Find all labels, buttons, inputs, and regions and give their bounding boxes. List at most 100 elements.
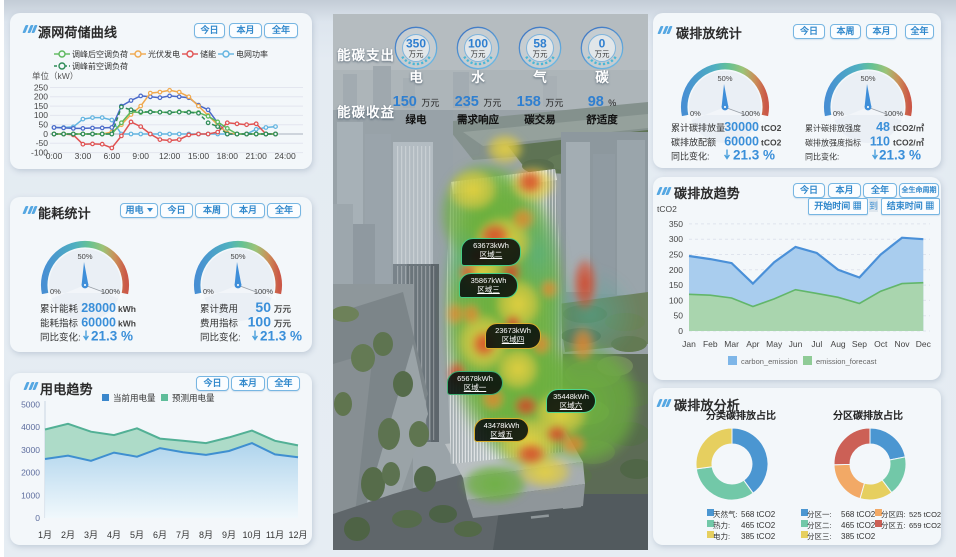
svg-text:350: 350	[669, 219, 683, 229]
svg-text:6:00: 6:00	[104, 151, 121, 161]
svg-text:万元: 万元	[273, 319, 292, 329]
svg-text:-100: -100	[31, 147, 48, 157]
svg-text:热力:: 热力:	[713, 520, 730, 530]
svg-text:350: 350	[406, 37, 426, 51]
svg-text:11月: 11月	[266, 530, 284, 540]
svg-text:659 tCO2: 659 tCO2	[909, 521, 941, 530]
svg-text:568 tCO2: 568 tCO2	[741, 510, 776, 519]
svg-text:电力:: 电力:	[713, 531, 730, 541]
svg-text:同比变化:: 同比变化:	[671, 151, 710, 162]
svg-text:-50: -50	[36, 138, 49, 148]
svg-text:10月: 10月	[242, 530, 261, 540]
svg-text:0: 0	[35, 513, 40, 523]
svg-text:150: 150	[34, 101, 48, 111]
svg-text:200: 200	[669, 265, 683, 275]
svg-text:同比变化:: 同比变化:	[40, 332, 81, 344]
svg-text:568 tCO2: 568 tCO2	[841, 510, 876, 519]
svg-text:50: 50	[39, 120, 49, 130]
svg-text:100%: 100%	[741, 109, 761, 118]
svg-text:0%: 0%	[833, 109, 844, 118]
svg-text:Aug: Aug	[831, 339, 846, 349]
svg-text:当前用电量: 当前用电量	[113, 393, 156, 403]
svg-text:调峰前空调负荷: 调峰前空调负荷	[72, 61, 128, 71]
svg-text:Apr: Apr	[746, 339, 759, 349]
svg-text:Jul: Jul	[811, 339, 822, 349]
svg-text:分区碳排放占比: 分区碳排放占比	[833, 409, 903, 422]
svg-text:150: 150	[669, 280, 683, 290]
svg-text:tCO2/㎡: tCO2/㎡	[893, 123, 925, 133]
svg-text:Nov: Nov	[894, 339, 910, 349]
svg-text:110: 110	[870, 135, 890, 149]
svg-text:50%: 50%	[230, 252, 245, 261]
svg-text:万元: 万元	[595, 50, 610, 59]
svg-text:储能: 储能	[200, 49, 216, 59]
svg-text:同比变化:: 同比变化:	[805, 152, 839, 162]
svg-text:2月: 2月	[61, 530, 75, 540]
svg-text:21.3 %: 21.3 %	[260, 329, 302, 344]
svg-text:18:00: 18:00	[217, 151, 239, 161]
svg-text:费用指标: 费用指标	[200, 318, 239, 330]
svg-text:emission_forecast: emission_forecast	[816, 357, 877, 366]
svg-text:Mar: Mar	[724, 339, 739, 349]
svg-text:累计能耗: 累计能耗	[40, 303, 79, 315]
svg-text:4000: 4000	[21, 422, 40, 432]
svg-text:万元: 万元	[273, 304, 292, 314]
svg-text:48: 48	[876, 120, 890, 134]
svg-text:21.3 %: 21.3 %	[733, 148, 775, 163]
svg-text:100%: 100%	[254, 287, 274, 296]
svg-text:50%: 50%	[860, 74, 875, 83]
svg-text:0%: 0%	[50, 287, 61, 296]
svg-text:分类碳排放占比: 分类碳排放占比	[706, 409, 776, 422]
svg-text:累计费用: 累计费用	[200, 303, 238, 315]
svg-text:8月: 8月	[199, 530, 213, 540]
svg-text:100: 100	[248, 314, 272, 330]
svg-text:60000: 60000	[81, 316, 116, 330]
svg-text:单位（kW）: 单位（kW）	[32, 71, 78, 81]
svg-text:Feb: Feb	[703, 339, 718, 349]
svg-text:100%: 100%	[101, 287, 121, 296]
svg-text:385 tCO2: 385 tCO2	[741, 532, 776, 541]
svg-text:12月: 12月	[288, 530, 307, 540]
svg-text:Jan: Jan	[682, 339, 696, 349]
svg-text:Oct: Oct	[874, 339, 888, 349]
svg-text:光伏发电: 光伏发电	[148, 49, 180, 59]
svg-text:100%: 100%	[884, 109, 904, 118]
svg-text:1000: 1000	[21, 490, 40, 500]
svg-text:0:00: 0:00	[46, 151, 63, 161]
svg-text:5月: 5月	[130, 530, 144, 540]
svg-text:0: 0	[678, 326, 683, 336]
svg-text:kWh: kWh	[118, 304, 136, 314]
svg-text:0%: 0%	[690, 109, 701, 118]
svg-text:3000: 3000	[21, 445, 40, 455]
svg-text:万元: 万元	[409, 50, 424, 59]
svg-text:50: 50	[674, 311, 684, 321]
svg-text:tCO2: tCO2	[761, 123, 782, 133]
svg-text:碳排放强度指标: 碳排放强度指标	[805, 138, 861, 148]
svg-text:385 tCO2: 385 tCO2	[841, 532, 876, 541]
svg-text:250: 250	[669, 250, 683, 260]
svg-text:0%: 0%	[203, 287, 214, 296]
svg-text:50%: 50%	[717, 74, 732, 83]
svg-text:累计碳排放量: 累计碳排放量	[671, 122, 725, 133]
svg-text:累计碳排放强度: 累计碳排放强度	[805, 123, 861, 133]
svg-text:9月: 9月	[222, 530, 236, 540]
svg-text:预测用电量: 预测用电量	[172, 393, 215, 403]
svg-text:21.3 %: 21.3 %	[91, 329, 133, 344]
svg-text:465 tCO2: 465 tCO2	[741, 521, 776, 530]
svg-text:万元: 万元	[471, 50, 486, 59]
svg-text:50%: 50%	[77, 252, 92, 261]
svg-text:1月: 1月	[38, 530, 52, 540]
svg-text:分区二:: 分区二:	[807, 521, 832, 530]
svg-text:4月: 4月	[107, 530, 121, 540]
svg-text:电网功率: 电网功率	[236, 49, 268, 59]
svg-text:525 tCO2: 525 tCO2	[909, 510, 941, 519]
svg-text:tCO2: tCO2	[761, 138, 782, 148]
svg-text:250: 250	[34, 82, 48, 92]
svg-text:kWh: kWh	[118, 319, 136, 329]
svg-text:2000: 2000	[21, 468, 40, 478]
svg-text:0: 0	[43, 129, 48, 139]
svg-text:50: 50	[255, 299, 271, 315]
svg-text:15:00: 15:00	[188, 151, 210, 161]
svg-text:carbon_emission: carbon_emission	[741, 357, 798, 366]
svg-text:100: 100	[669, 295, 683, 305]
